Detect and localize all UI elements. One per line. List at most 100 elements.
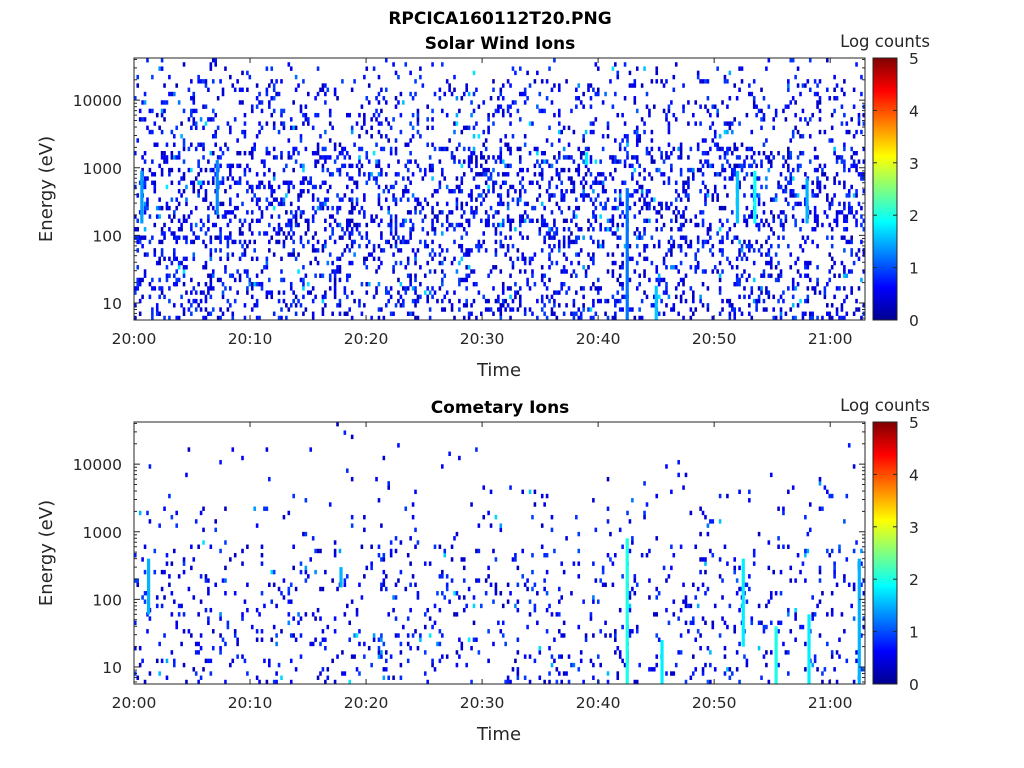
heatmap-cell xyxy=(850,290,853,295)
heatmap-cell xyxy=(509,163,512,169)
heatmap-cell xyxy=(633,129,637,135)
heatmap-cell xyxy=(268,222,271,228)
heatmap-cell xyxy=(453,591,456,596)
heatmap-cell xyxy=(365,231,369,236)
heatmap-cell xyxy=(258,231,261,236)
heatmap-cell xyxy=(801,235,805,240)
heatmap-cell xyxy=(282,239,286,245)
heatmap-cell xyxy=(592,121,595,126)
heatmap-cell xyxy=(545,607,549,613)
heatmap-cell xyxy=(406,616,410,621)
heatmap-cell xyxy=(718,519,722,524)
heatmap-cell xyxy=(487,629,490,634)
heatmap-cell xyxy=(791,214,795,219)
heatmap-cell xyxy=(253,303,256,308)
heatmap-cell xyxy=(543,311,546,316)
heatmap-cell xyxy=(801,134,805,139)
heatmap-cell xyxy=(243,129,247,135)
heatmap-cell xyxy=(516,607,520,613)
feature-streak xyxy=(654,285,658,320)
heatmap-cell xyxy=(455,269,459,274)
heatmap-cell xyxy=(692,654,695,659)
heatmap-cell xyxy=(270,235,274,240)
heatmap-cell xyxy=(168,172,171,177)
heatmap-cell xyxy=(548,671,551,676)
heatmap-cell xyxy=(216,277,220,283)
heatmap-cell xyxy=(363,574,366,579)
heatmap-cell xyxy=(862,578,865,583)
heatmap-cell xyxy=(823,129,827,135)
heatmap-cell xyxy=(345,468,349,473)
heatmap-cell xyxy=(816,667,819,672)
heatmap-cell xyxy=(657,591,661,596)
heatmap-cell xyxy=(250,286,254,291)
heatmap-cell xyxy=(826,311,829,316)
heatmap-cell xyxy=(384,286,388,291)
heatmap-cell xyxy=(219,248,222,253)
heatmap-cell xyxy=(343,430,347,435)
heatmap-cell xyxy=(501,286,505,291)
heatmap-cell xyxy=(501,620,505,626)
heatmap-cell xyxy=(774,108,778,114)
heatmap-cell xyxy=(604,91,607,97)
heatmap-cell xyxy=(172,252,176,257)
heatmap-cell xyxy=(314,163,317,169)
heatmap-cell xyxy=(706,163,710,169)
heatmap-cell xyxy=(143,180,147,185)
heatmap-cell xyxy=(611,269,615,274)
heatmap-cell xyxy=(616,298,620,304)
heatmap-cell xyxy=(640,117,644,122)
heatmap-cell xyxy=(265,205,269,211)
heatmap-cell xyxy=(721,239,724,245)
heatmap-cell xyxy=(168,298,171,304)
heatmap-cell xyxy=(645,146,649,152)
heatmap-cell xyxy=(672,87,676,93)
heatmap-cell xyxy=(336,654,339,659)
heatmap-cell xyxy=(265,256,269,262)
heatmap-cell xyxy=(389,231,393,236)
heatmap-cell xyxy=(314,112,317,118)
heatmap-cell xyxy=(862,121,865,126)
heatmap-cell xyxy=(787,286,790,291)
heatmap-cell xyxy=(813,214,817,219)
heatmap-cell xyxy=(482,239,486,245)
heatmap-cell xyxy=(523,256,527,262)
heatmap-cell xyxy=(755,193,758,198)
heatmap-cell xyxy=(209,150,213,156)
heatmap-cell xyxy=(199,298,203,304)
heatmap-cell xyxy=(692,172,695,177)
heatmap-cell xyxy=(333,553,337,558)
heatmap-cell xyxy=(311,311,315,316)
heatmap-cell xyxy=(704,201,707,207)
heatmap-cell xyxy=(628,205,632,211)
heatmap-cell xyxy=(757,108,761,114)
heatmap-cell xyxy=(570,155,573,160)
heatmap-cell xyxy=(791,96,795,101)
heatmap-cell xyxy=(843,112,846,118)
heatmap-cell xyxy=(577,252,581,257)
heatmap-cell xyxy=(509,112,512,118)
heatmap-cell xyxy=(402,176,405,181)
heatmap-cell xyxy=(835,218,839,224)
heatmap-cell xyxy=(243,150,247,156)
heatmap-cell xyxy=(650,260,654,266)
heatmap-cell xyxy=(134,645,137,651)
heatmap-cell xyxy=(555,231,559,236)
heatmap-cell xyxy=(501,243,505,249)
heatmap-cell xyxy=(769,591,773,596)
heatmap-cell xyxy=(840,303,844,308)
heatmap-cell xyxy=(711,269,715,274)
heatmap-cell xyxy=(172,662,176,668)
heatmap-cell xyxy=(134,620,137,626)
heatmap-cell xyxy=(377,307,381,312)
heatmap-cell xyxy=(406,210,410,215)
heatmap-cell xyxy=(402,239,405,245)
heatmap-cell xyxy=(416,298,420,304)
heatmap-cell xyxy=(453,315,456,320)
heatmap-cell xyxy=(307,91,310,97)
heatmap-cell xyxy=(653,667,656,672)
heatmap-cell xyxy=(655,633,659,638)
heatmap-cell xyxy=(182,108,186,114)
heatmap-cell xyxy=(743,159,746,164)
heatmap-cell xyxy=(497,307,500,312)
